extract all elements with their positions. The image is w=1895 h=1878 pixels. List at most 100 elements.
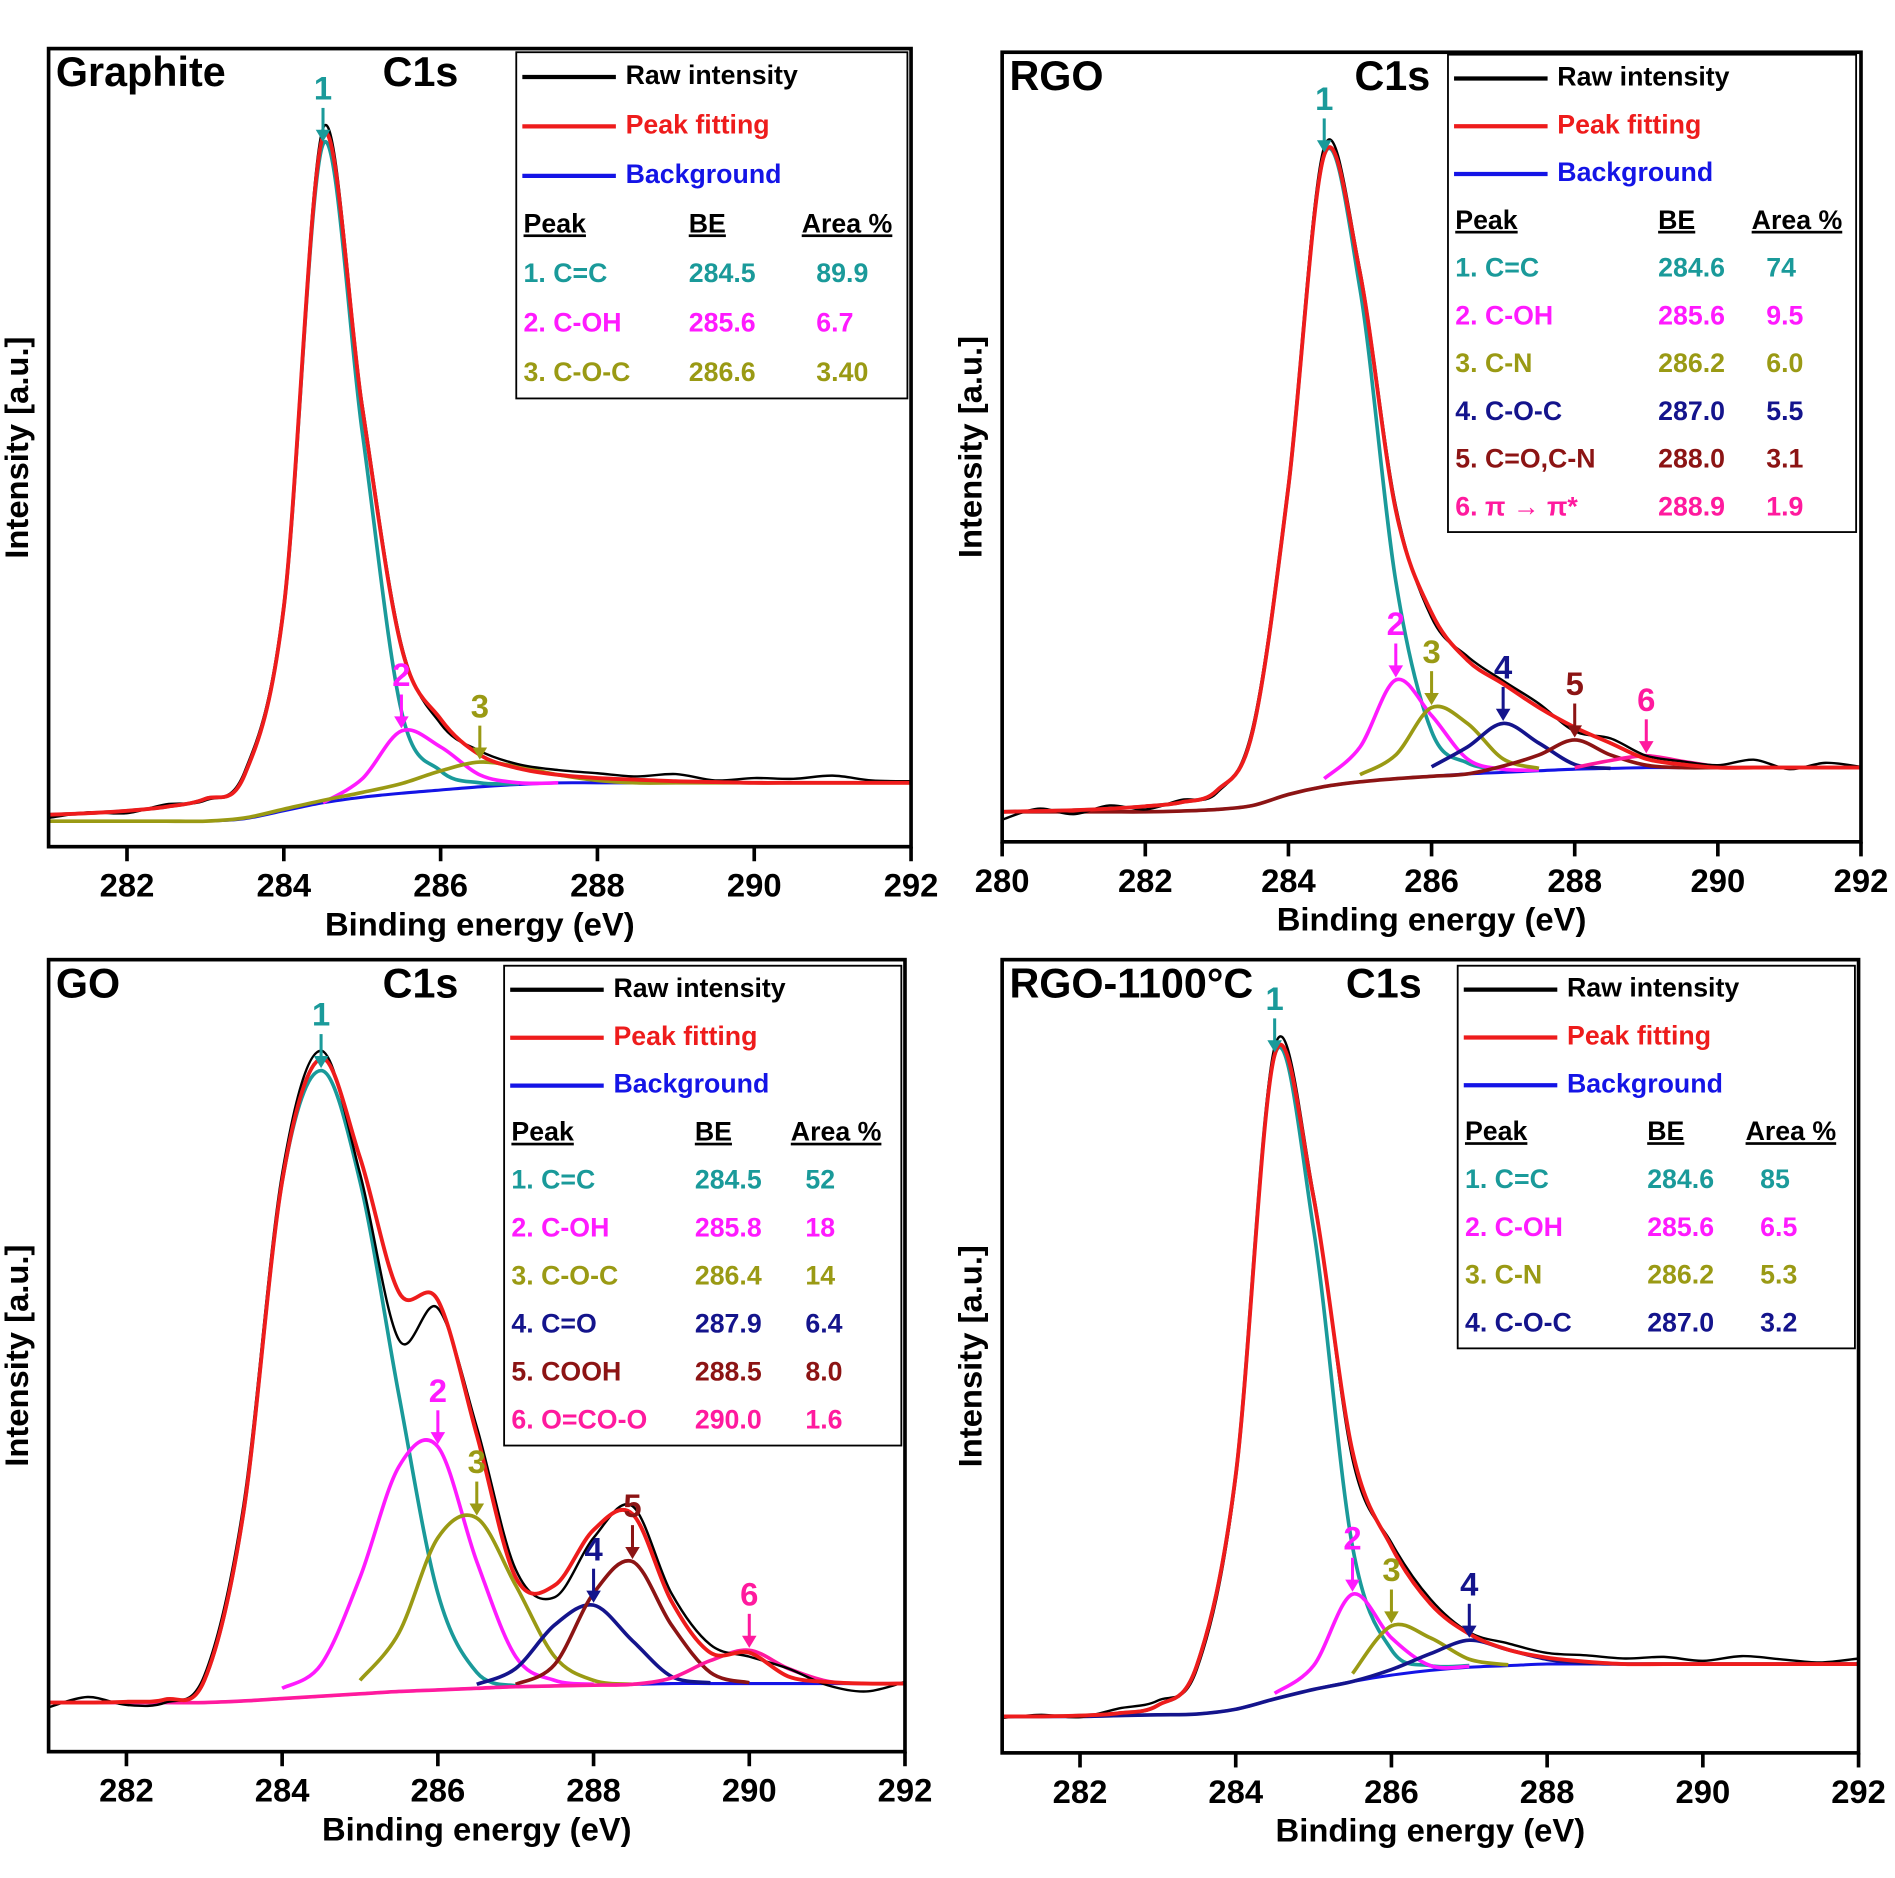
peak-marker: 6 (1637, 681, 1655, 718)
table-header: Peak (524, 208, 587, 238)
peak-marker: 2 (392, 656, 410, 693)
table-cell: 3.2 (1760, 1308, 1797, 1338)
panel-title: Graphite (56, 49, 226, 95)
y-axis-label: Intensity [a.u.] (0, 1245, 35, 1467)
table-cell: 6.4 (805, 1309, 842, 1339)
x-tick-label: 286 (411, 1772, 466, 1809)
table-cell: 287.0 (1647, 1308, 1714, 1338)
panel: 282 284 286 288 290 292 Binding energy (eV) Int… (0, 46, 938, 943)
component-peak (358, 1513, 633, 1687)
fit-line (48, 131, 912, 817)
peak-arrowhead (741, 1635, 757, 1648)
x-tick-label: 284 (1261, 862, 1316, 899)
component-peak (476, 1602, 711, 1687)
legend-label: Background (613, 1069, 769, 1099)
fit-line (1002, 145, 1861, 814)
component-peak (1323, 677, 1539, 781)
peak-arrowhead (315, 129, 331, 142)
component-peak (1002, 738, 1861, 814)
table-header: Peak (511, 1117, 574, 1147)
table-cell: 285.8 (695, 1213, 762, 1243)
table-cell: 18 (805, 1213, 835, 1243)
table-cell: 286.2 (1658, 348, 1725, 378)
table-cell: 89.9 (816, 258, 868, 288)
component-peak (48, 139, 520, 817)
table-cell: 6. O=CO-O (511, 1405, 647, 1435)
x-tick-label: 282 (100, 867, 155, 904)
panel-title: RGO-1100°C (1009, 960, 1253, 1006)
x-tick-label: 282 (1118, 862, 1173, 899)
table-header: Area % (791, 1117, 882, 1147)
table-cell: 3. C-O-C (511, 1261, 618, 1291)
legend-label: Peak fitting (1557, 109, 1701, 139)
plot-area (1002, 138, 1861, 821)
table-cell: 286.2 (1647, 1260, 1714, 1290)
panel-title: RGO (1009, 53, 1103, 99)
legend-box (515, 51, 909, 400)
component-peak (1351, 1622, 1509, 1675)
legend-label: Raw intensity (1557, 62, 1729, 92)
table-cell: 1.9 (1766, 491, 1803, 521)
table-header: Peak (1455, 205, 1518, 235)
legend-label: Background (1567, 1068, 1723, 1098)
table-cell: 284.5 (695, 1165, 762, 1195)
y-axis-label: Intensity [a.u.] (0, 337, 35, 559)
table-cell: 1. C=C (1465, 1164, 1549, 1194)
table-cell: 5.3 (1760, 1260, 1797, 1290)
peak-marker: 2 (1343, 1519, 1361, 1556)
background-line (1002, 1662, 1859, 1718)
table-cell: 1.6 (805, 1405, 842, 1435)
legend-label: Raw intensity (1567, 973, 1739, 1003)
peak-arrowhead (1267, 1040, 1282, 1053)
legend-label: Peak fitting (626, 109, 770, 139)
x-tick-label: 286 (1364, 1773, 1419, 1810)
table-cell: 2. C-OH (1465, 1212, 1563, 1242)
table-cell: 286.6 (689, 357, 756, 387)
peak-marker: 6 (740, 1575, 758, 1612)
table-cell: 2. C-OH (524, 307, 622, 337)
table-cell: 287.9 (695, 1309, 762, 1339)
background-line (48, 781, 912, 823)
x-tick-label: 286 (1404, 862, 1459, 899)
peak-marker: 4 (1494, 649, 1513, 686)
table-cell: 5.5 (1766, 396, 1803, 426)
peak-marker: 1 (312, 996, 330, 1033)
table-header: BE (1658, 205, 1695, 235)
table-cell: 288.5 (695, 1357, 762, 1387)
table-cell: 4. C-O-C (1465, 1308, 1572, 1338)
peak-arrowhead (1345, 1579, 1360, 1592)
fit-line (1002, 1043, 1859, 1719)
peak-arrowhead (1461, 1625, 1477, 1638)
table-cell: 3.40 (816, 357, 868, 387)
peak-marker: 2 (1387, 605, 1405, 642)
panel-title: GO (56, 960, 120, 1006)
background-line (1002, 766, 1861, 814)
peak-marker: 5 (1566, 665, 1584, 702)
table-cell: 6. π → π* (1455, 491, 1578, 521)
table-cell: 9.5 (1766, 300, 1803, 330)
table-cell: 1. C=C (1455, 253, 1539, 283)
peak-marker: 4 (1460, 1565, 1479, 1602)
table-cell: 8.0 (805, 1357, 842, 1387)
x-tick-label: 280 (975, 862, 1030, 899)
peak-arrowhead (1567, 725, 1583, 738)
peak-arrowhead (394, 716, 409, 729)
x-tick-label: 284 (1208, 1773, 1263, 1810)
x-tick-label: 292 (1834, 862, 1889, 899)
legend-box (503, 964, 903, 1447)
peak-marker: 3 (1422, 633, 1440, 670)
component-peak (48, 1648, 905, 1705)
table-cell: 284.5 (689, 258, 756, 288)
table-cell: 6.0 (1766, 348, 1803, 378)
panel-subtitle: C1s (1346, 960, 1422, 1006)
table-cell: 5. COOH (511, 1357, 621, 1387)
peak-arrowhead (1384, 1611, 1399, 1624)
legend-box (1456, 964, 1856, 1350)
x-tick-label: 292 (878, 1772, 933, 1809)
table-header: BE (1647, 1116, 1684, 1146)
table-cell: 4. C-O-C (1455, 396, 1562, 426)
fit-line (48, 1056, 905, 1705)
table-cell: 14 (805, 1261, 835, 1291)
peak-marker: 3 (468, 1443, 486, 1480)
table-cell: 284.6 (1647, 1164, 1714, 1194)
